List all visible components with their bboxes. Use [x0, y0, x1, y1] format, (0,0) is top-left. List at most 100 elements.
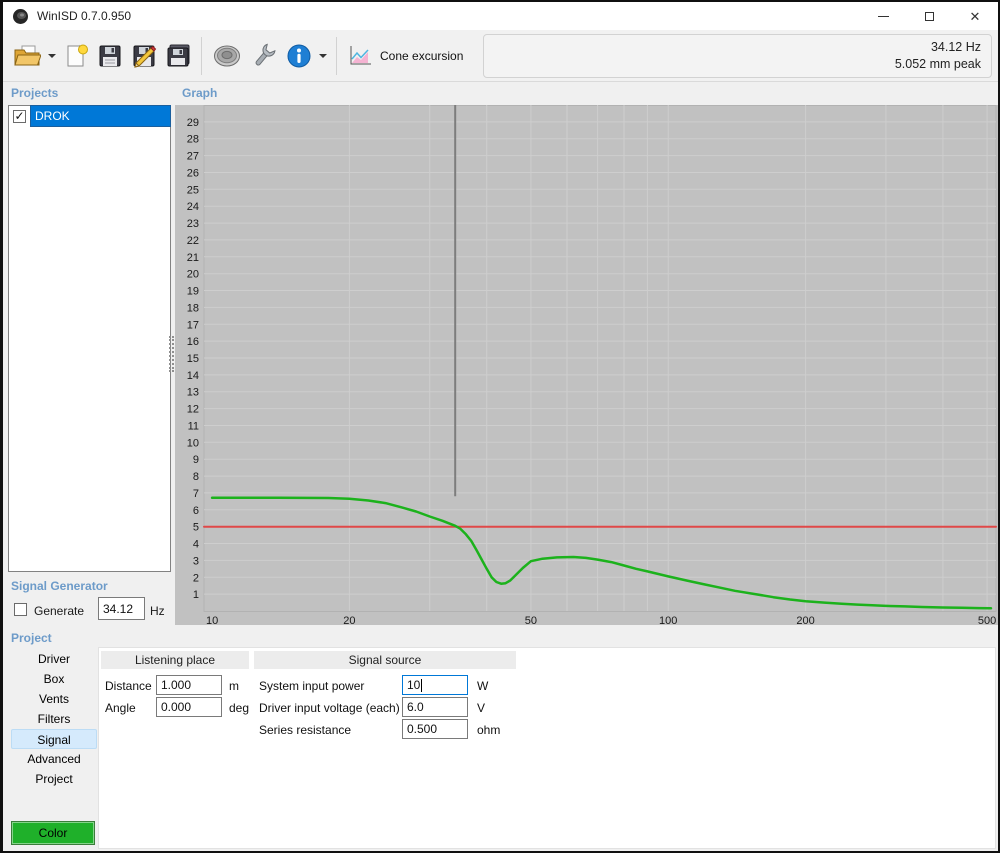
- tools-button[interactable]: [246, 35, 282, 77]
- svg-text:25: 25: [187, 184, 199, 196]
- angle-label: Angle: [105, 701, 136, 715]
- svg-text:50: 50: [525, 615, 537, 625]
- close-button[interactable]: ✕: [952, 2, 998, 30]
- tab-box[interactable]: Box: [43, 672, 65, 686]
- svg-text:21: 21: [187, 252, 199, 264]
- minimize-button[interactable]: [860, 2, 906, 30]
- open-dropdown-arrow[interactable]: [48, 53, 56, 58]
- tab-vents[interactable]: Vents: [38, 692, 70, 706]
- maximize-button[interactable]: [906, 2, 952, 30]
- minimize-icon: [877, 15, 889, 17]
- new-project-button[interactable]: [59, 35, 93, 77]
- svg-text:22: 22: [187, 235, 199, 247]
- distance-value: 1.000: [161, 678, 192, 692]
- svg-text:100: 100: [659, 615, 677, 625]
- svg-text:14: 14: [187, 370, 199, 382]
- panel-splitter-grip[interactable]: [169, 336, 174, 372]
- svg-text:17: 17: [187, 319, 199, 331]
- save-button[interactable]: [93, 35, 127, 77]
- svg-text:8: 8: [193, 471, 199, 483]
- svg-text:28: 28: [187, 134, 199, 146]
- svg-text:9: 9: [193, 454, 199, 466]
- system-input-power-unit: W: [477, 679, 489, 693]
- projects-list[interactable]: DROK: [8, 105, 171, 572]
- svg-text:12: 12: [187, 404, 199, 416]
- svg-text:10: 10: [187, 437, 199, 449]
- title-bar: WinISD 0.7.0.950 ✕: [3, 2, 998, 30]
- svg-text:11: 11: [188, 421, 199, 433]
- toolbar-separator: [336, 36, 337, 75]
- driver-voltage-input[interactable]: 6.0: [402, 697, 468, 717]
- window-controls: ✕: [860, 2, 998, 30]
- graph-canvas[interactable]: 1234567891011121314151617181920212223242…: [175, 105, 998, 627]
- generator-frequency-input[interactable]: 34.12: [98, 597, 145, 620]
- system-input-power-input[interactable]: 10: [402, 675, 468, 695]
- svg-text:20: 20: [187, 269, 199, 281]
- tab-advanced[interactable]: Advanced: [27, 752, 81, 766]
- driver-voltage-label: Driver input voltage (each): [259, 701, 400, 715]
- distance-input[interactable]: 1.000: [156, 675, 222, 695]
- save-all-button[interactable]: [161, 35, 195, 77]
- maximize-icon: [924, 11, 934, 21]
- save-as-floppy-pencil-icon: [133, 45, 157, 68]
- svg-text:13: 13: [187, 387, 199, 399]
- listening-place-header: Listening place: [101, 651, 249, 669]
- signal-source-header: Signal source: [254, 651, 516, 669]
- wrench-icon: [255, 43, 276, 66]
- distance-label: Distance: [105, 679, 152, 693]
- svg-text:2: 2: [193, 572, 199, 584]
- graph-panel: 1 2 3 4 5 6 7 8 9 10 11 12 13 14 15 16 17 18 19 20 21 22 23 24 2…: [175, 105, 998, 627]
- angle-unit: deg: [229, 701, 250, 715]
- tab-driver[interactable]: Driver: [38, 652, 70, 666]
- cursor-readout-panel: 34.12 Hz 5.052 mm peak: [483, 33, 992, 78]
- project-list-item[interactable]: DROK: [9, 105, 171, 127]
- svg-text:15: 15: [187, 353, 199, 365]
- tab-signal[interactable]: Signal: [11, 729, 97, 749]
- svg-text:3: 3: [193, 555, 199, 567]
- cursor-frequency: 34.12 Hz: [930, 40, 981, 54]
- signal-settings-panel: Listening place Distance 1.000 m Angle 0…: [98, 647, 996, 849]
- system-input-power-label: System input power: [259, 679, 365, 693]
- project-item-label[interactable]: DROK: [30, 105, 171, 127]
- tab-filters[interactable]: Filters: [37, 712, 71, 726]
- text-caret: [421, 678, 423, 692]
- series-resistance-label: Series resistance: [259, 723, 352, 737]
- driver-voltage-value: 6.0: [407, 700, 424, 714]
- generate-checkbox[interactable]: [14, 603, 27, 616]
- signal-generator-section-label: Signal Generator: [11, 579, 108, 593]
- angle-input[interactable]: 0.000: [156, 697, 222, 717]
- info-dropdown-arrow[interactable]: [319, 53, 327, 58]
- series-resistance-value: 0.500: [407, 722, 438, 736]
- generator-frequency-unit: Hz: [150, 604, 165, 618]
- save-floppy-icon: [99, 45, 121, 66]
- svg-text:29: 29: [187, 117, 199, 129]
- svg-text:26: 26: [187, 168, 199, 180]
- generate-label: Generate: [34, 604, 85, 618]
- svg-text:6: 6: [193, 505, 199, 517]
- close-icon: ✕: [969, 8, 981, 24]
- project-section-label: Project: [11, 631, 52, 645]
- system-input-power-value: 10: [407, 678, 421, 692]
- svg-text:16: 16: [187, 336, 199, 348]
- series-resistance-unit: ohm: [477, 723, 501, 737]
- svg-text:7: 7: [193, 488, 199, 500]
- project-checkbox[interactable]: [13, 109, 26, 123]
- graph-type-selector[interactable]: Cone excursion: [343, 44, 467, 68]
- driver-editor-button[interactable]: [208, 35, 246, 77]
- cursor-peak-value: 5.052 mm peak: [894, 57, 981, 71]
- series-resistance-input[interactable]: 0.500: [402, 719, 468, 739]
- open-project-button[interactable]: [9, 35, 45, 77]
- window-title: WinISD 0.7.0.950: [37, 9, 132, 23]
- info-icon: [287, 44, 311, 67]
- svg-text:24: 24: [187, 201, 199, 213]
- angle-value: 0.000: [161, 700, 192, 714]
- projects-section-label: Projects: [11, 86, 59, 100]
- new-file-icon: [67, 44, 88, 66]
- svg-text:500: 500: [978, 615, 996, 625]
- distance-unit: m: [229, 679, 239, 693]
- save-as-button[interactable]: [127, 35, 161, 77]
- color-button[interactable]: Color: [11, 821, 95, 845]
- info-button[interactable]: [282, 35, 316, 77]
- tab-project[interactable]: Project: [35, 772, 73, 786]
